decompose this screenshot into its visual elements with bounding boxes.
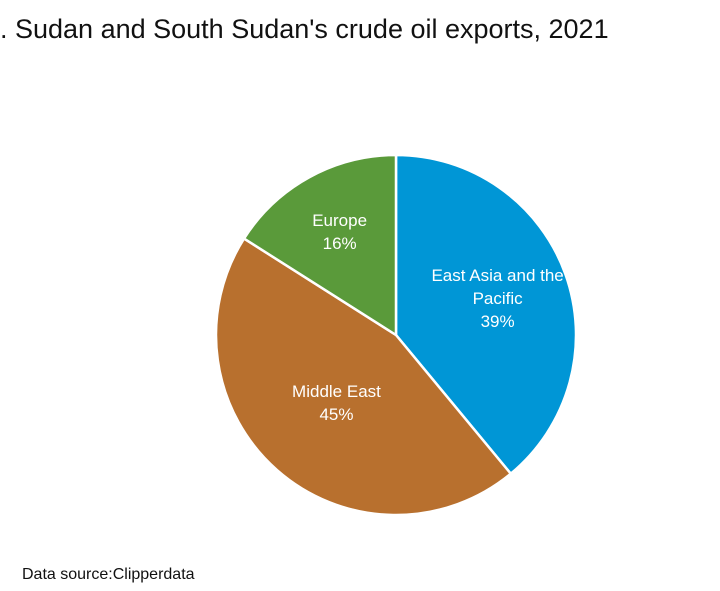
slice-label: Middle East 45% [251,380,421,426]
slice-category: Middle East [292,381,381,401]
slice-value: 16% [322,234,357,254]
slice-value: 39% [480,311,515,331]
source-note: Data source:Clipperdata [22,566,195,583]
chart-title: . Sudan and South Sudan's crude oil expo… [0,14,609,44]
pie-slice [394,153,578,476]
slice-category: East Asia and the Pacific [431,265,564,308]
slice-label: Europe 16% [255,209,425,255]
slice-label: East Asia and the Pacific 39% [413,264,583,333]
slice-category: Europe [312,211,368,231]
pie-slice [242,153,398,338]
pie-slice [214,236,513,517]
slice-value: 45% [319,404,354,424]
